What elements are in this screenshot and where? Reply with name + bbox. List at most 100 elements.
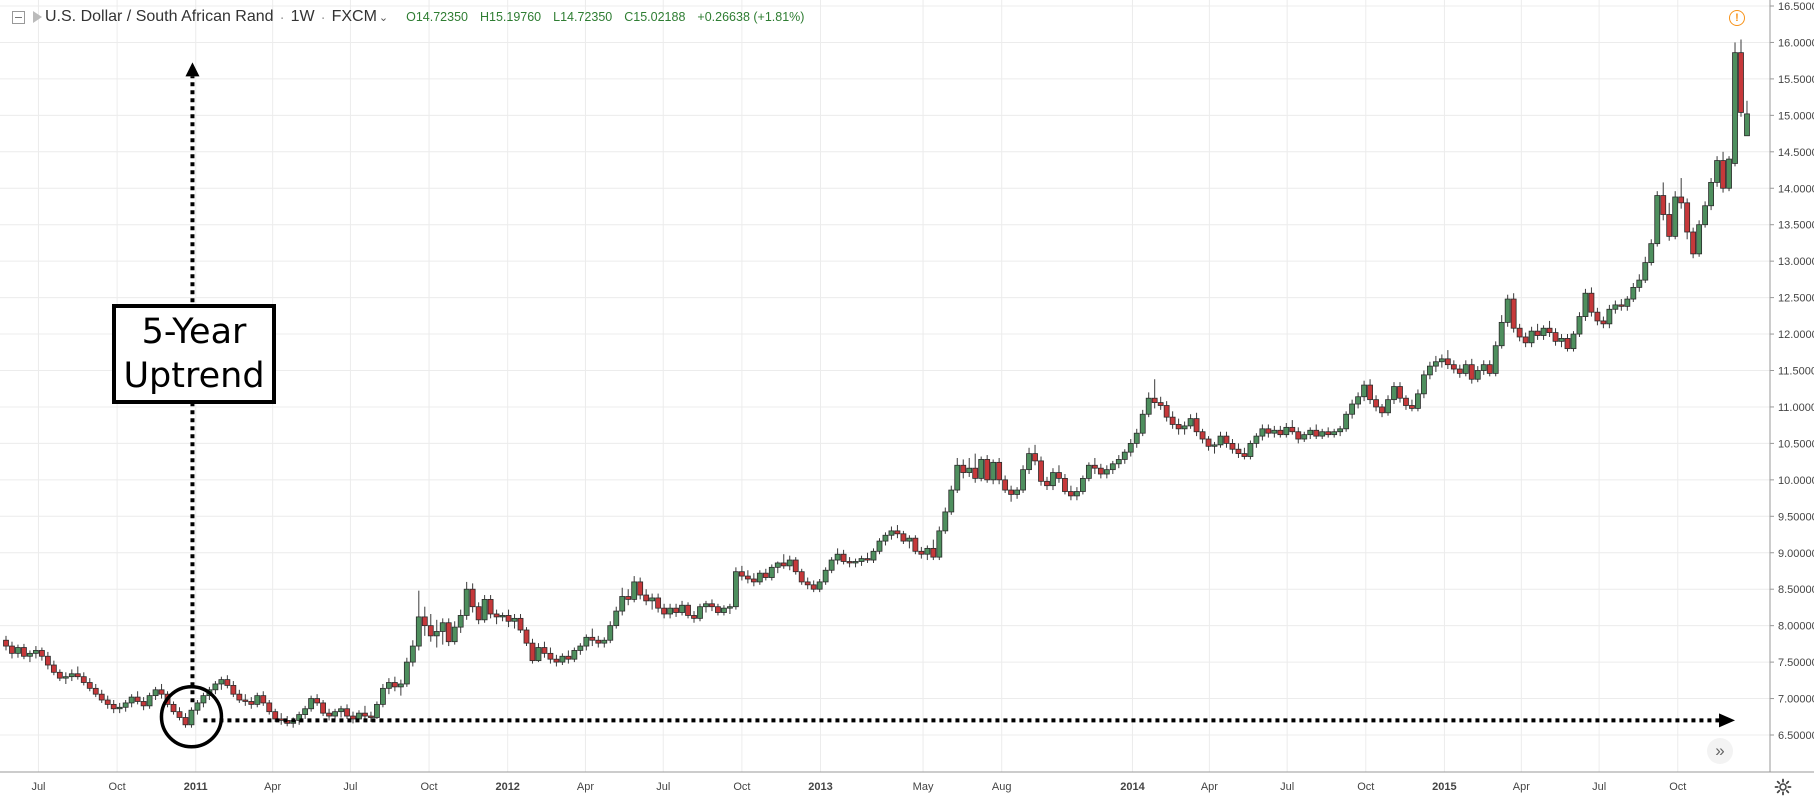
candle-up xyxy=(1421,374,1427,395)
candle-up xyxy=(936,530,943,558)
candle-up xyxy=(397,683,404,688)
candle-down xyxy=(1738,52,1744,113)
symbol-title[interactable]: U.S. Dollar / South African Rand xyxy=(45,8,274,25)
candle-up xyxy=(607,625,614,641)
candle-up xyxy=(822,569,829,583)
price-tick-label: 14.50000 xyxy=(1778,147,1814,159)
gear-icon[interactable] xyxy=(1774,778,1792,796)
exchange-label[interactable]: FXCM xyxy=(331,8,377,25)
candle-down xyxy=(565,655,572,660)
candle-down xyxy=(134,696,141,702)
candle-up xyxy=(774,562,781,568)
interval-label[interactable]: 1W xyxy=(290,8,315,25)
candle-down xyxy=(1295,431,1302,440)
candle-up xyxy=(1576,316,1583,335)
time-tick-label: Apr xyxy=(1201,781,1218,793)
chevron-down-icon[interactable]: ⌄ xyxy=(378,11,389,24)
candle-down xyxy=(595,639,602,644)
candle-up xyxy=(27,652,33,657)
candle-up xyxy=(380,687,386,705)
candle-up xyxy=(1696,224,1703,255)
double-chevron-right-icon[interactable]: » xyxy=(1707,738,1733,764)
minus-square-icon[interactable] xyxy=(12,10,25,24)
chart-header: U.S. Dollar / South African Rand · 1W · … xyxy=(0,0,1740,34)
candle-down xyxy=(1552,332,1559,342)
candle-up xyxy=(1624,298,1631,307)
candle-up xyxy=(870,550,877,561)
candle-up xyxy=(1648,243,1655,264)
candlestick-series xyxy=(3,39,1750,728)
candle-down xyxy=(1199,431,1206,440)
candle-up xyxy=(1115,459,1122,465)
candle-down xyxy=(1678,196,1685,204)
candle-up xyxy=(1319,431,1326,437)
price-tick-label: 7.50000 xyxy=(1778,657,1814,669)
price-tick-label: 16.00000 xyxy=(1778,37,1814,49)
price-axis[interactable]: 16.50000 16.00000 15.50000 15.00000 14.50000… xyxy=(1769,0,1814,772)
candle-down xyxy=(86,682,93,689)
candle-up xyxy=(439,622,446,632)
candle-up xyxy=(1133,432,1140,444)
candle-down xyxy=(912,537,919,552)
candle-up xyxy=(906,537,913,542)
candle-up xyxy=(924,547,931,555)
candle-up xyxy=(948,489,955,513)
price-tick-label: 12.50000 xyxy=(1778,293,1814,305)
warning-icon[interactable]: ! xyxy=(1729,10,1745,26)
candle-down xyxy=(894,530,901,535)
candle-down xyxy=(140,701,147,707)
candle-down xyxy=(1720,160,1726,189)
price-tick-label: 13.50000 xyxy=(1778,220,1814,232)
time-tick-label: May xyxy=(913,781,934,793)
candle-down xyxy=(1008,489,1015,495)
time-tick-label: Jul xyxy=(343,781,357,793)
candle-down xyxy=(1205,438,1212,447)
candle-down xyxy=(98,693,105,701)
time-tick-label: Oct xyxy=(1669,781,1686,793)
candle-down xyxy=(230,685,237,695)
price-tick-label: 14.00000 xyxy=(1778,183,1814,195)
candle-down xyxy=(176,711,183,718)
time-tick-label: Oct xyxy=(109,781,126,793)
candle-up xyxy=(888,530,895,536)
price-tick-label: 12.00000 xyxy=(1778,329,1814,341)
candle-down xyxy=(487,599,494,615)
candle-up xyxy=(1145,397,1152,415)
candle-up xyxy=(1103,469,1110,475)
time-axis[interactable]: Jul Oct 2011 Apr Jul Oct 2012 Apr Jul Oct 2013 May A… xyxy=(0,771,1814,793)
price-tick-label: 6.50000 xyxy=(1778,730,1814,742)
candle-up xyxy=(1492,345,1499,374)
candle-down xyxy=(1468,364,1475,380)
candle-up xyxy=(1480,364,1487,371)
candle-up xyxy=(1385,399,1391,414)
chart-grid xyxy=(0,0,1770,772)
price-tick-label: 8.50000 xyxy=(1778,584,1814,596)
candle-down xyxy=(589,636,596,641)
candle-up xyxy=(1301,434,1308,440)
annotation-line-1: 5-Year xyxy=(141,312,247,352)
candle-up xyxy=(613,610,620,627)
candle-up xyxy=(1474,370,1481,380)
candle-down xyxy=(260,695,267,704)
chart-annotations xyxy=(159,62,1736,749)
candle-up xyxy=(308,698,315,710)
candle-down xyxy=(92,687,99,695)
time-tick-label: 2011 xyxy=(184,781,208,793)
close-value: C15.02188 xyxy=(624,10,686,24)
candle-down xyxy=(1235,448,1242,455)
candle-up xyxy=(451,626,458,643)
candle-up xyxy=(15,647,21,654)
time-tick-label: Apr xyxy=(577,781,594,793)
candle-down xyxy=(798,571,805,583)
candle-down xyxy=(1032,453,1038,462)
time-tick-label: 2015 xyxy=(1432,781,1456,793)
candle-down xyxy=(56,671,63,679)
candle-up xyxy=(1636,279,1643,288)
candle-down xyxy=(1056,472,1062,479)
candle-down xyxy=(810,584,817,590)
candle-up xyxy=(727,606,733,609)
candle-up xyxy=(535,647,542,662)
candle-down xyxy=(1163,405,1170,418)
candle-up xyxy=(1432,361,1439,367)
